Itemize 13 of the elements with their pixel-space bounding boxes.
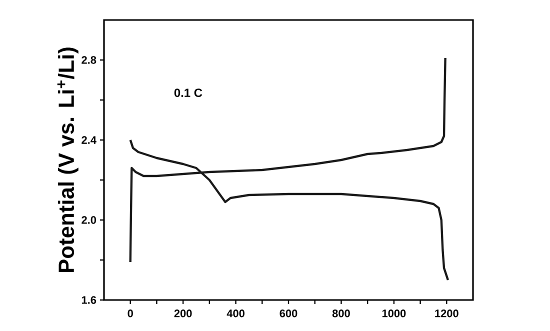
x-tick-label: 600	[280, 310, 298, 318]
y-tick-label: 2.8	[82, 56, 96, 64]
annotation: 0.1 C	[174, 88, 202, 98]
y-axis-title: Potential (V vs. Li$^{+}$/Li)	[57, 48, 78, 272]
y-tick-label: 2.4	[82, 136, 96, 144]
x-tick-label: 1000	[382, 310, 406, 318]
x-tick-label: 0	[128, 310, 133, 318]
y-tick-label: 1.6	[82, 296, 96, 304]
x-tick-label: 1200	[435, 310, 458, 318]
x-tick-label: 400	[226, 310, 244, 318]
x-tick-label: 200	[174, 310, 192, 318]
x-tick-label: 800	[332, 310, 350, 318]
y-tick-label: 2.0	[82, 216, 96, 224]
